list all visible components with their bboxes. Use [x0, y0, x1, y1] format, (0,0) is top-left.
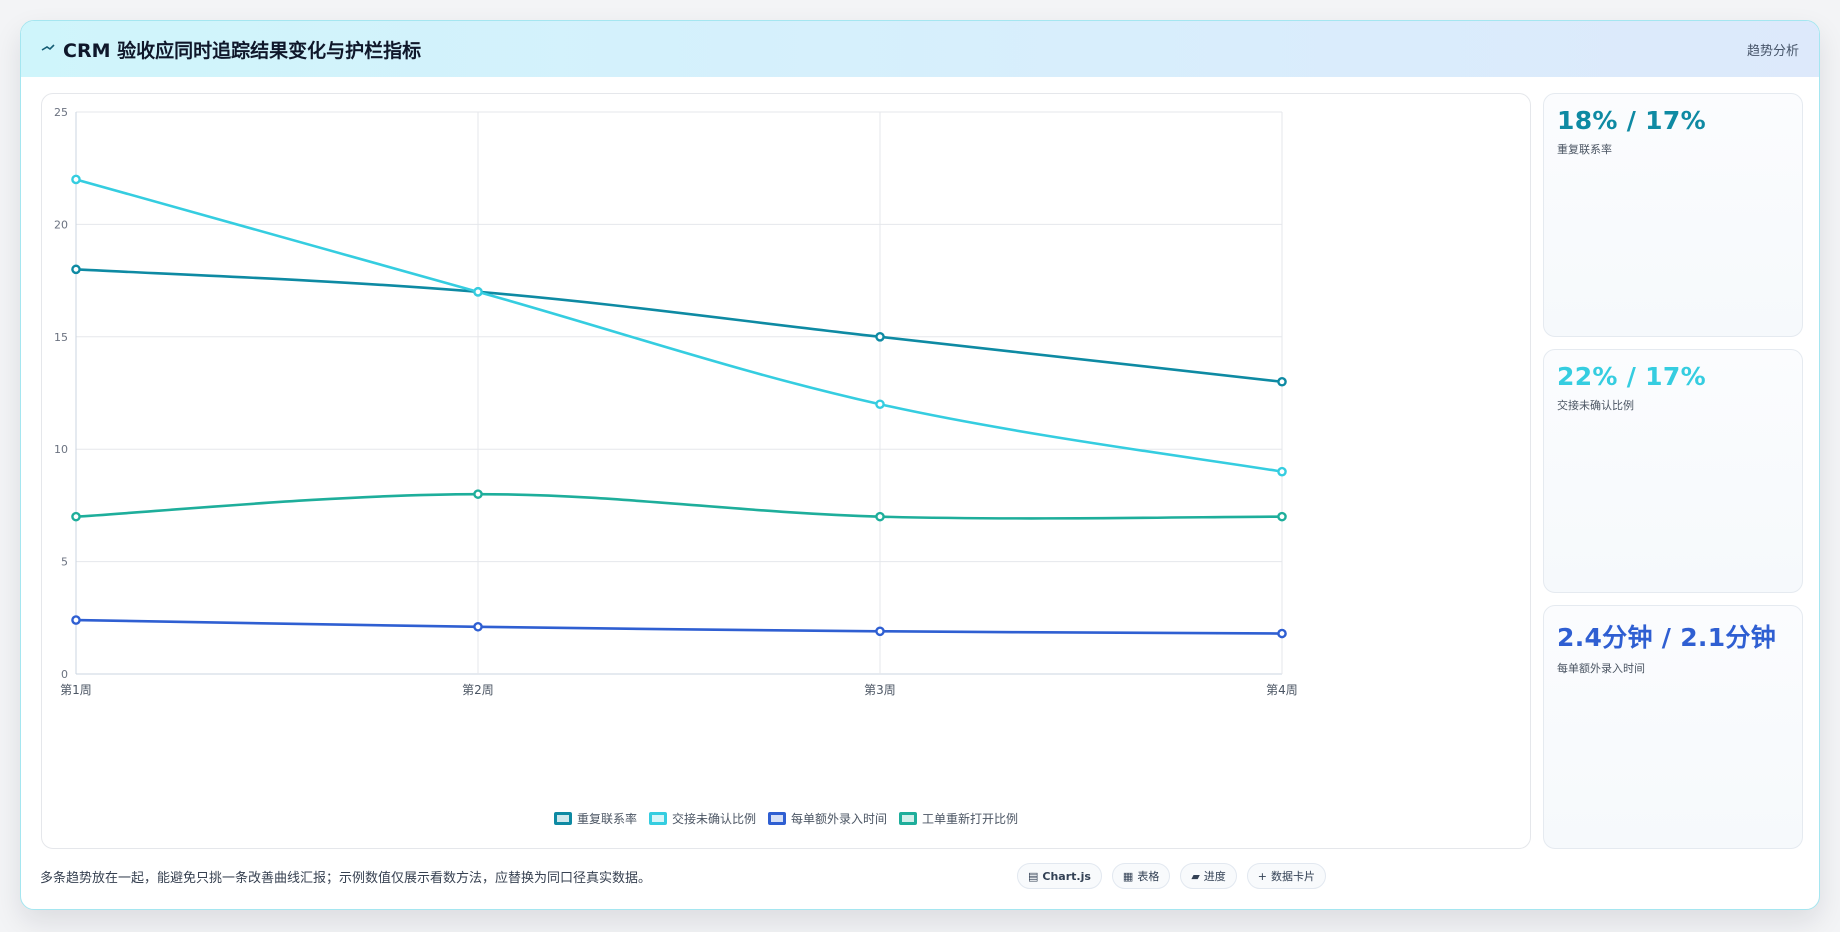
legend-label: 每单额外录入时间 [791, 812, 888, 826]
y-tick-label: 25 [54, 106, 68, 119]
legend-swatch [899, 812, 918, 825]
chip-label: 表格 [1137, 870, 1160, 883]
y-tick-label: 0 [61, 668, 68, 681]
data-point [875, 399, 885, 410]
kpi-label: 重复联系率 [1557, 143, 1612, 156]
kpi-value: 2.4分钟 / 2.1分钟 [1557, 623, 1777, 652]
line-chart: 0 5 10 15 20 25 第1周 第2周 第3周 第4周 [54, 106, 1298, 697]
tool-chips: ▤ Chart.js ▦ 表格 ▰ 进度 + 数据卡片 [1017, 863, 1327, 889]
page-title: CRM 验收应同时追踪结果变化与护栏指标 [63, 39, 422, 62]
data-point [1277, 628, 1287, 639]
y-tick-label: 10 [54, 443, 68, 456]
kpi-value: 22% / 17% [1557, 362, 1706, 391]
kpi-label: 交接未确认比例 [1557, 399, 1634, 412]
footer-note: 多条趋势放在一起，能避免只挑一条改善曲线汇报；示例数值仅展示看数方法，应替换为同… [40, 871, 652, 886]
data-point [875, 626, 885, 637]
data-point [473, 489, 483, 499]
kpi-card: 2.4分钟 / 2.1分钟 每单额外录入时间 [1543, 605, 1803, 849]
chip-chartjs[interactable]: ▤ Chart.js [1017, 863, 1102, 889]
series-line [75, 618, 1283, 635]
data-point [875, 511, 885, 522]
legend-item[interactable]: 重复联系率 [553, 810, 637, 827]
chip-label: 数据卡片 [1271, 870, 1316, 883]
x-tick-label: 第4周 [1266, 683, 1298, 697]
chip-progress[interactable]: ▰ 进度 [1180, 863, 1237, 889]
chart-icon: ▤ [1028, 869, 1039, 883]
kpi-card: 18% / 17% 重复联系率 [1543, 93, 1803, 337]
kpi-label: 每单额外录入时间 [1557, 662, 1645, 675]
legend-label: 重复联系率 [576, 812, 637, 826]
chip-data-card[interactable]: + 数据卡片 [1246, 863, 1327, 889]
data-point [1277, 511, 1287, 522]
data-point [71, 615, 81, 625]
legend-item[interactable]: 交接未确认比例 [648, 810, 756, 827]
header-tag[interactable]: 趋势分析 [1746, 43, 1799, 59]
data-point [71, 174, 81, 185]
data-point [875, 331, 885, 342]
legend-item[interactable]: 每单额外录入时间 [768, 810, 887, 827]
chart-panel: 0 5 10 15 20 25 第1周 第2周 第3周 第4周 重复联系率 交接未确认比例 每单额外录… [41, 93, 1531, 849]
data-point [473, 621, 483, 632]
table-icon: ▦ [1122, 869, 1134, 883]
chip-label: 进度 [1203, 870, 1226, 883]
legend-swatch [768, 812, 786, 825]
data-point [1277, 376, 1287, 387]
y-tick-label: 5 [61, 556, 68, 569]
legend-item[interactable]: 工单重新打开比例 [899, 810, 1018, 827]
data-point [71, 511, 81, 522]
x-tick-label: 第1周 [60, 683, 92, 697]
series-line [75, 492, 1283, 520]
legend-label: 工单重新打开比例 [922, 812, 1019, 826]
legend-label: 交接未确认比例 [671, 812, 756, 826]
legend-swatch [553, 812, 572, 825]
kpi-value: 18% / 17% [1557, 106, 1706, 135]
x-tick-label: 第3周 [864, 683, 896, 697]
series-line [75, 268, 1283, 384]
data-point [1277, 466, 1287, 477]
x-tick-label: 第2周 [462, 683, 494, 697]
chart-trend-icon [41, 41, 55, 57]
y-tick-label: 15 [54, 331, 68, 344]
kpi-card: 22% / 17% 交接未确认比例 [1543, 349, 1803, 593]
chart-legend: 重复联系率 交接未确认比例 每单额外录入时间 工单重新打开比例 [42, 810, 1530, 827]
data-point [71, 264, 81, 275]
series-line [75, 178, 1283, 473]
data-card-icon: + [1257, 869, 1268, 883]
chip-label: Chart.js [1042, 869, 1091, 883]
legend-swatch [648, 812, 667, 825]
y-tick-label: 20 [54, 218, 68, 231]
data-point [473, 287, 483, 297]
card-header: CRM 验收应同时追踪结果变化与护栏指标 趋势分析 [21, 21, 1819, 77]
chip-table[interactable]: ▦ 表格 [1111, 863, 1171, 889]
trend-card: CRM 验收应同时追踪结果变化与护栏指标 趋势分析 0 5 10 15 20 25 第1周 第… [20, 20, 1820, 910]
progress-icon: ▰ [1191, 869, 1200, 883]
